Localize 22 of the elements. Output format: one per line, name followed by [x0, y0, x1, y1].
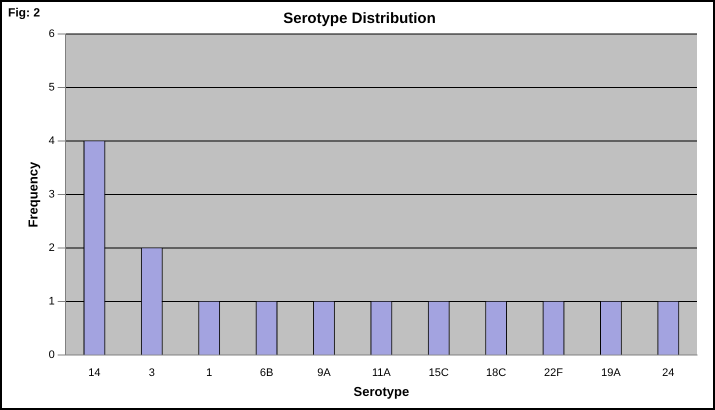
- y-tick-label: 5: [48, 82, 55, 94]
- y-tick-label: 1: [48, 296, 55, 308]
- x-tick-label: 15C: [428, 366, 449, 379]
- y-tick-label: 0: [48, 349, 55, 362]
- y-tick-label: 6: [48, 28, 55, 40]
- x-tick-label: 19A: [601, 366, 622, 379]
- x-tick-label: 24: [662, 366, 674, 379]
- y-axis-title: Frequency: [25, 160, 40, 228]
- text: Fig: 2: [8, 5, 40, 20]
- x-tick-label: 9A: [317, 366, 332, 379]
- y-tick-label: 3: [48, 188, 55, 201]
- y-tick-label: 2: [48, 242, 55, 254]
- x-axis-title: Serotype: [354, 384, 410, 399]
- x-tick-label: 22F: [544, 366, 564, 379]
- x-tick-label: 14: [88, 366, 101, 379]
- x-tick-label: 1: [206, 366, 212, 379]
- x-tick-label: 3: [148, 366, 155, 379]
- chart-title: Serotype Distribution: [283, 10, 436, 28]
- x-tick-label: 18C: [486, 366, 506, 379]
- x-tick-label: 6B: [260, 366, 274, 379]
- y-tick-label: 4: [48, 135, 55, 148]
- x-tick-label: 11A: [372, 366, 392, 379]
